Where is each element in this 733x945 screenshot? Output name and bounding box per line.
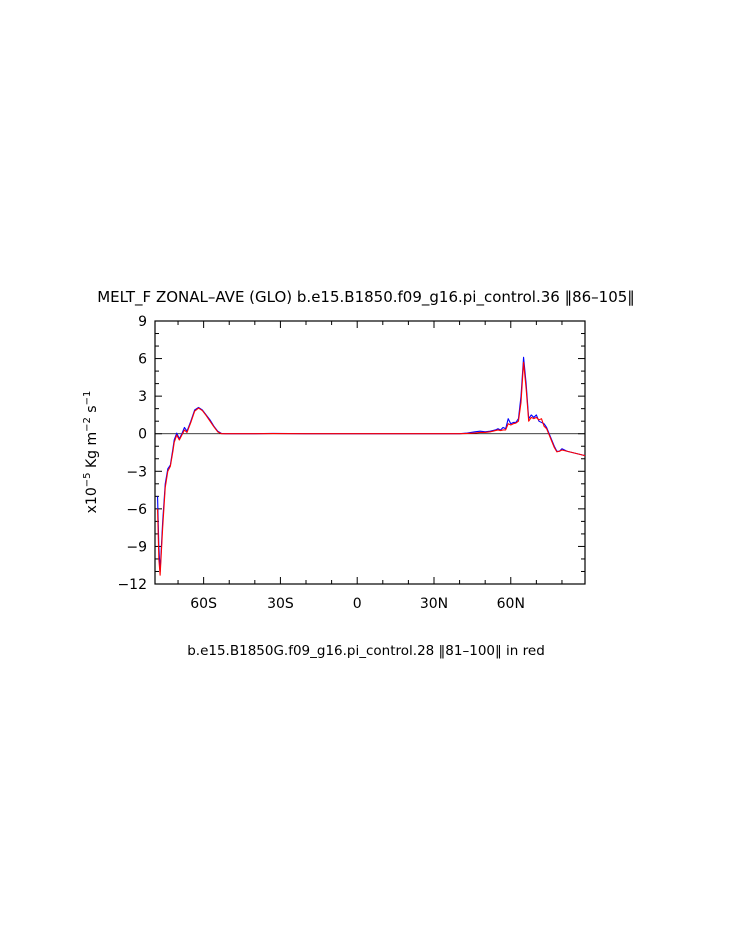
x-tick-label: 30N (420, 596, 448, 612)
x-tick-label: 0 (353, 596, 362, 612)
plot-area (154, 320, 586, 585)
y-tick-label: 0 (138, 427, 147, 443)
series-line-red (157, 361, 586, 576)
y-tick-label: 6 (138, 352, 147, 368)
y-tick-label: −12 (117, 577, 147, 593)
x-tick-label: 30S (267, 596, 294, 612)
plot-frame (154, 320, 586, 585)
data-series (155, 356, 586, 576)
y-tick-label: −9 (126, 539, 147, 555)
series-line-blue (157, 356, 586, 573)
chart-title: MELT_F ZONAL–AVE (GLO) b.e15.B1850.f09_g… (97, 288, 635, 307)
y-tick-label: −3 (126, 464, 147, 480)
y-tick-label: 9 (138, 314, 147, 330)
y-tick-label: 3 (138, 389, 147, 405)
axis-ticks: 9 6 3 0 −3 −6 −9 −12 60S 30S 0 30N 60N (117, 314, 585, 612)
x-tick-label: 60N (497, 596, 525, 612)
y-axis-label: x10−5 Kg m−2 s−1 (82, 391, 100, 514)
y-tick-label: −6 (126, 502, 147, 518)
chart-footer: b.e15.B1850G.f09_g16.pi_control.28 ‖81–1… (187, 643, 545, 659)
x-tick-label: 60S (190, 596, 217, 612)
